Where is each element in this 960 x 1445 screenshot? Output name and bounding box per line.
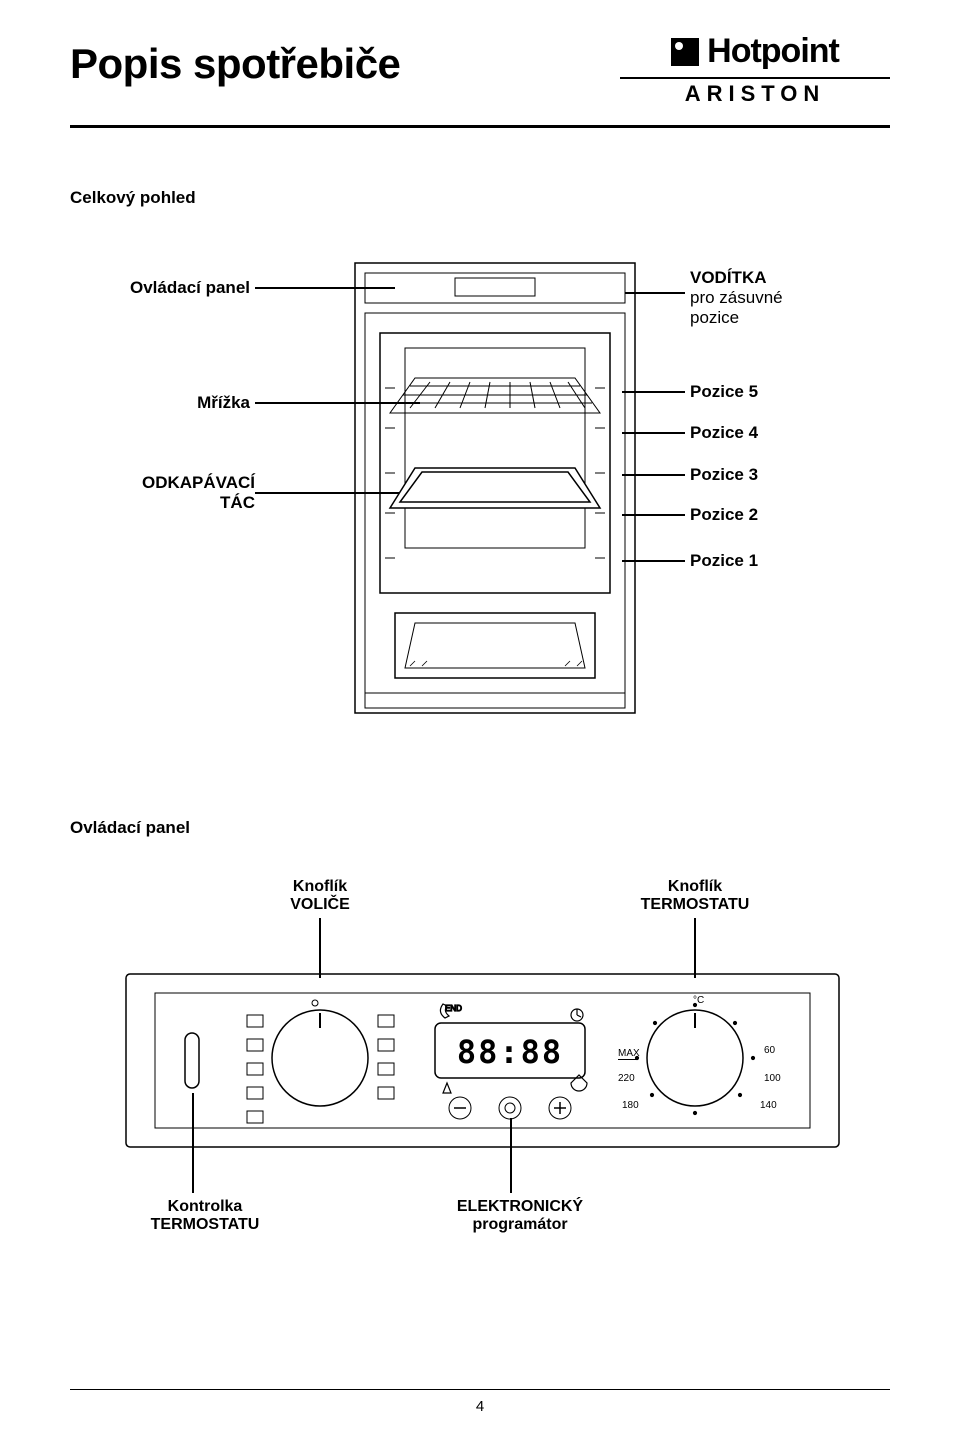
dial-60: 60: [764, 1045, 775, 1056]
svg-text:END: END: [445, 1004, 462, 1013]
page-number: 4: [0, 1398, 960, 1415]
label-guides: VODÍTKA pro zásuvné pozice: [690, 268, 783, 328]
dial-220: 220: [618, 1073, 635, 1084]
svg-text:88:88: 88:88: [457, 1033, 563, 1071]
label-control-panel: Ovládací panel: [100, 278, 250, 298]
overview-diagram: Ovládací panel Mřížka ODKAPÁVACÍ TÁC VOD…: [70, 238, 890, 798]
control-panel-illustration: 88:88 END °C: [125, 973, 840, 1148]
brand-icon: [671, 38, 699, 66]
brand-name-bottom: ARISTON: [685, 81, 826, 107]
dial-140: 140: [760, 1100, 777, 1111]
dial-max: MAX: [618, 1048, 640, 1060]
section-panel-heading: Ovládací panel: [70, 818, 890, 838]
page-title: Popis spotřebiče: [70, 40, 400, 88]
label-pos2: Pozice 2: [690, 505, 758, 525]
label-pos4: Pozice 4: [690, 423, 758, 443]
label-grid: Mřížka: [190, 393, 250, 413]
label-pos1: Pozice 1: [690, 551, 758, 571]
brand-name-top: Hotpoint: [707, 32, 839, 71]
label-pos3: Pozice 3: [690, 465, 758, 485]
label-selector-knob: Knoflík VOLIČE: [275, 878, 365, 914]
label-pos5: Pozice 5: [690, 382, 758, 402]
dial-180: 180: [622, 1100, 639, 1111]
control-panel-diagram: Knoflík VOLIČE Knoflík TERMOSTATU: [70, 878, 890, 1278]
label-thermostat-light: Kontrolka TERMOSTATU: [140, 1198, 270, 1234]
label-drip-tray: ODKAPÁVACÍ TÁC: [125, 473, 255, 513]
oven-illustration: [350, 258, 640, 718]
dial-100: 100: [764, 1073, 781, 1084]
label-electronic-programmer: ELEKTRONICKÝ programátor: [435, 1198, 605, 1234]
section-overview-heading: Celkový pohled: [70, 188, 890, 208]
label-thermostat-knob: Knoflík TERMOSTATU: [625, 878, 765, 914]
brand-logo: Hotpoint ARISTON: [620, 32, 890, 107]
